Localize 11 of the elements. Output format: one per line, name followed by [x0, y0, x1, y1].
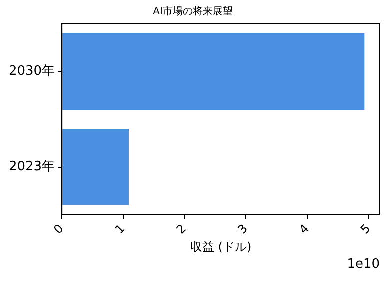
x-tick-label: 5: [358, 222, 374, 237]
y-tick-label: 2023年: [8, 160, 56, 175]
text: 1e10: [347, 256, 380, 272]
x-tick-label: 0: [51, 222, 66, 237]
y-tick-label: 2030年: [8, 64, 56, 80]
chart-title: AI市場の将来展望: [153, 6, 233, 18]
x-tick-label: 2: [174, 222, 190, 237]
x-tick-label: 4: [296, 222, 312, 237]
x-axis-title: 収益 (ドル): [190, 240, 252, 254]
x-tick-label: 3: [235, 222, 251, 237]
x-tick-label: 1: [112, 222, 128, 237]
